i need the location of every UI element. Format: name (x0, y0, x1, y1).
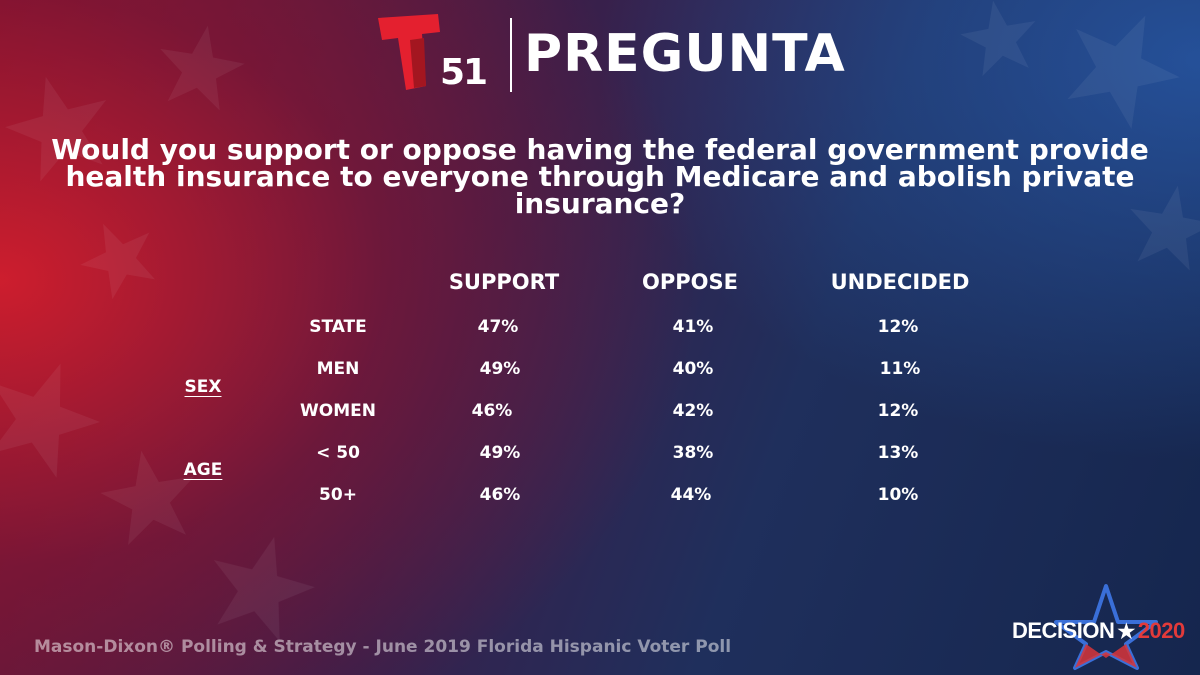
cell-state-support: 47% (477, 317, 519, 337)
cell-50-plus-oppose: 44% (670, 485, 712, 505)
telemundo-t-logo (378, 14, 440, 90)
channel-number: 51 (440, 52, 488, 93)
row-label-women: WOMEN (300, 401, 376, 421)
poll-question: Would you support or oppose having the f… (51, 133, 1149, 220)
column-header-oppose: OPPOSE (642, 270, 738, 294)
decision-word: DECISION (1012, 618, 1115, 643)
poll-source: Mason-Dixon® Polling & Strategy - June 2… (34, 637, 732, 657)
column-header-undecided: UNDECIDED (830, 270, 970, 294)
row-label-state: STATE (309, 317, 367, 337)
decision-2020-logo: DECISION ★ 2020 (1006, 582, 1196, 672)
decision-star-outline-icon (1054, 584, 1158, 670)
cell-under-50-support: 49% (479, 443, 521, 463)
cell-state-oppose: 41% (672, 317, 714, 337)
cell-under-50-oppose: 38% (672, 443, 714, 463)
cell-women-oppose: 42% (672, 401, 714, 421)
column-header-support: SUPPORT (448, 270, 560, 294)
group-label-sex: SEX (184, 377, 222, 397)
decision-star-icon: ★ (1117, 621, 1135, 643)
cell-men-undecided: 11% (879, 359, 921, 379)
decision-wordmark: DECISION ★ 2020 (1012, 618, 1185, 644)
decision-year: 2020 (1137, 618, 1185, 643)
row-label-men: MEN (316, 359, 360, 379)
cell-women-support: 46% (471, 401, 513, 421)
cell-women-undecided: 12% (877, 401, 919, 421)
cell-state-undecided: 12% (877, 317, 919, 337)
pregunta-title: PREGUNTA (524, 24, 846, 84)
cell-men-support: 49% (479, 359, 521, 379)
group-label-age: AGE (183, 460, 223, 480)
cell-50-plus-support: 46% (479, 485, 521, 505)
header-divider (510, 18, 512, 92)
row-label-50-plus: 50+ (319, 485, 357, 505)
cell-50-plus-undecided: 10% (877, 485, 919, 505)
cell-under-50-undecided: 13% (877, 443, 919, 463)
cell-men-oppose: 40% (672, 359, 714, 379)
row-label-under-50: < 50 (316, 443, 360, 463)
